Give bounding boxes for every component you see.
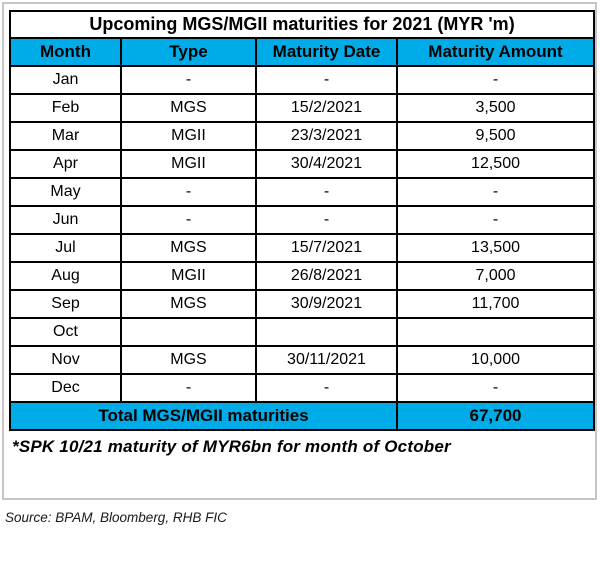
cell-date: 30/4/2021 — [255, 149, 398, 179]
cell-date: 23/3/2021 — [255, 121, 398, 151]
cell-date: 30/9/2021 — [255, 289, 398, 319]
total-label: Total MGS/MGII maturities — [9, 401, 398, 431]
cell-month: Sep — [9, 289, 122, 319]
cell-month: Dec — [9, 373, 122, 403]
cell-amount: 11,700 — [395, 289, 596, 319]
col-header-maturity-date: Maturity Date — [255, 37, 398, 67]
cell-type: MGS — [120, 233, 257, 263]
cell-amount: - — [395, 373, 596, 403]
cell-amount: - — [395, 65, 596, 95]
cell-type: MGS — [120, 93, 257, 123]
cell-month: Jun — [9, 205, 122, 235]
table-row: Aug MGII 26/8/2021 7,000 — [9, 261, 596, 291]
cell-date: 30/11/2021 — [255, 345, 398, 375]
cell-type: MGII — [120, 149, 257, 179]
cell-month: Jul — [9, 233, 122, 263]
cell-date — [255, 317, 398, 347]
cell-amount — [395, 317, 596, 347]
cell-date: 26/8/2021 — [255, 261, 398, 291]
cell-amount: 3,500 — [395, 93, 596, 123]
cell-amount: 10,000 — [395, 345, 596, 375]
cell-type: - — [120, 177, 257, 207]
cell-date: - — [255, 177, 398, 207]
table-row: Mar MGII 23/3/2021 9,500 — [9, 121, 596, 151]
cell-type: MGII — [120, 121, 257, 151]
total-amount: 67,700 — [395, 401, 596, 431]
table-row: Dec - - - — [9, 373, 596, 403]
footnote: *SPK 10/21 maturity of MYR6bn for month … — [12, 437, 451, 456]
cell-month: Jan — [9, 65, 122, 95]
cell-amount: 7,000 — [395, 261, 596, 291]
table-title: Upcoming MGS/MGII maturities for 2021 (M… — [8, 10, 596, 39]
cell-date: - — [255, 65, 398, 95]
table-row: Apr MGII 30/4/2021 12,500 — [9, 149, 596, 179]
cell-date: 15/7/2021 — [255, 233, 398, 263]
cell-amount: - — [395, 205, 596, 235]
cell-type: - — [120, 205, 257, 235]
cell-type: MGS — [120, 289, 257, 319]
cell-date: - — [255, 373, 398, 403]
table-row: May - - - — [9, 177, 596, 207]
table-title-row: Upcoming MGS/MGII maturities for 2021 (M… — [8, 10, 596, 39]
table-row: Jun - - - — [9, 205, 596, 235]
table-row: Nov MGS 30/11/2021 10,000 — [9, 345, 596, 375]
cell-month: Feb — [9, 93, 122, 123]
cell-amount: 12,500 — [395, 149, 596, 179]
source-note: Source: BPAM, Bloomberg, RHB FIC — [5, 510, 227, 525]
cell-month: May — [9, 177, 122, 207]
table-row: Feb MGS 15/2/2021 3,500 — [9, 93, 596, 123]
cell-amount: 9,500 — [395, 121, 596, 151]
cell-date: 15/2/2021 — [255, 93, 398, 123]
total-row: Total MGS/MGII maturities 67,700 — [9, 401, 596, 431]
table-row: Oct — [9, 317, 596, 347]
cell-date: - — [255, 205, 398, 235]
col-header-maturity-amount: Maturity Amount — [395, 37, 596, 67]
cell-month: Apr — [9, 149, 122, 179]
maturities-table: Upcoming MGS/MGII maturities for 2021 (M… — [8, 10, 596, 431]
cell-amount: - — [395, 177, 596, 207]
table-row: Jul MGS 15/7/2021 13,500 — [9, 233, 596, 263]
cell-type: - — [120, 373, 257, 403]
cell-type: MGII — [120, 261, 257, 291]
col-header-type: Type — [120, 37, 257, 67]
cell-month: Nov — [9, 345, 122, 375]
cell-month: Aug — [9, 261, 122, 291]
table-frame: Upcoming MGS/MGII maturities for 2021 (M… — [2, 2, 597, 500]
table-row: Sep MGS 30/9/2021 11,700 — [9, 289, 596, 319]
col-header-month: Month — [9, 37, 122, 67]
cell-month: Mar — [9, 121, 122, 151]
cell-amount: 13,500 — [395, 233, 596, 263]
cell-type: - — [120, 65, 257, 95]
cell-type — [120, 317, 257, 347]
cell-month: Oct — [9, 317, 122, 347]
table-row: Jan - - - — [9, 65, 596, 95]
cell-type: MGS — [120, 345, 257, 375]
table-header-row: Month Type Maturity Date Maturity Amount — [9, 37, 596, 67]
